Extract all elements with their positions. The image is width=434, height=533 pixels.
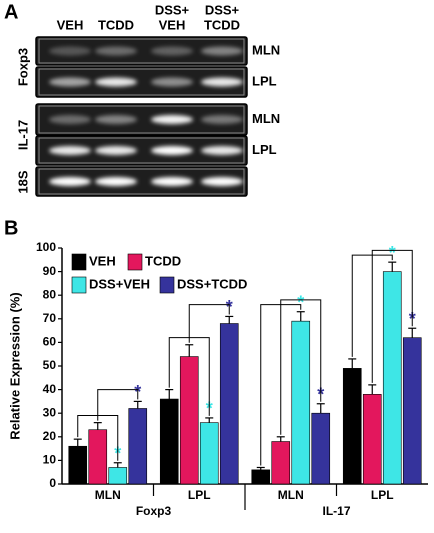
y-axis-label: Relative Expression (%): [7, 292, 22, 439]
legend-label: DSS+TCDD: [177, 276, 247, 291]
y-tick-label: 60: [43, 335, 57, 349]
x-tick-label: MLN: [278, 488, 304, 502]
y-tick-label: 90: [43, 264, 57, 278]
gel-band: [201, 46, 243, 56]
gel-band: [201, 115, 243, 124]
significance-mark: *: [297, 292, 304, 312]
bar: [402, 337, 422, 485]
bracket: [97, 389, 139, 421]
bar: [311, 412, 331, 485]
gene-label: 18S: [15, 170, 30, 193]
gene-label: IL-17: [15, 120, 30, 150]
gel-box: [35, 135, 248, 166]
gel-band: [49, 146, 91, 155]
legend-label: DSS+VEH: [89, 276, 150, 291]
panel-label: B: [4, 217, 18, 239]
gel-band: [49, 177, 91, 186]
gel-band: [49, 115, 91, 124]
bar: [88, 429, 108, 485]
gel-band: [201, 177, 243, 186]
bracket: [371, 249, 413, 383]
y-tick-label: 10: [43, 453, 57, 467]
bar: [68, 445, 88, 485]
legend-swatch: [159, 276, 175, 294]
gel-box: [35, 36, 248, 66]
column-label: DSS+: [205, 2, 240, 17]
gene-label: Foxp3: [15, 48, 30, 86]
column-label: DSS+: [155, 2, 190, 17]
group-label: IL-17: [322, 504, 350, 518]
gel-band: [201, 146, 243, 155]
bar: [382, 271, 402, 485]
legend-swatch: [127, 253, 143, 271]
significance-mark: *: [389, 243, 396, 263]
gel-box: [35, 103, 248, 136]
column-label: VEH: [57, 17, 84, 32]
bracket: [280, 299, 322, 435]
tissue-label: LPL: [252, 73, 277, 88]
gel-band: [95, 77, 137, 87]
legend-swatch: [71, 276, 87, 294]
tissue-label: MLN: [252, 111, 280, 126]
y-tick-label: 30: [43, 405, 57, 419]
x-tick-label: MLN: [95, 488, 121, 502]
gel-box: [35, 166, 248, 197]
gel-band: [151, 46, 193, 56]
bar: [199, 422, 219, 485]
gel-inner: [38, 137, 245, 164]
legend-label: TCDD: [145, 253, 181, 268]
y-tick-label: 40: [43, 382, 57, 396]
gel-band: [95, 146, 137, 155]
panel-label: A: [4, 1, 18, 23]
x-tick-label: LPL: [188, 488, 211, 502]
bar: [291, 320, 311, 485]
gel-band: [151, 77, 193, 87]
gel-band: [95, 115, 137, 124]
column-label: VEH: [159, 17, 186, 32]
column-label: TCDD: [98, 17, 134, 32]
gel-inner: [38, 38, 245, 64]
gel-band: [151, 115, 193, 124]
y-tick-label: 80: [43, 287, 57, 301]
y-tick-label: 20: [43, 429, 57, 443]
gel-panel: [35, 36, 248, 197]
gel-inner: [38, 168, 245, 195]
bar: [219, 323, 239, 485]
bar: [362, 394, 382, 485]
bar: [342, 368, 362, 485]
column-label: TCDD: [204, 17, 240, 32]
gel-band: [201, 77, 243, 87]
gel-band: [151, 177, 193, 186]
legend-label: VEH: [89, 253, 116, 268]
bracket: [188, 304, 230, 343]
y-tick-label: 70: [43, 311, 57, 325]
legend-swatch: [71, 253, 87, 271]
bar: [159, 398, 179, 485]
y-tick-label: 50: [43, 358, 57, 372]
group-label: Foxp3: [136, 504, 172, 518]
y-tick-label: 0: [49, 476, 56, 490]
bar: [251, 469, 271, 485]
tissue-label: MLN: [252, 42, 280, 57]
x-tick-label: LPL: [371, 488, 394, 502]
y-tick-label: 100: [36, 240, 56, 254]
bar: [128, 408, 148, 485]
gel-band: [49, 46, 91, 56]
bar: [271, 441, 291, 485]
gel-band: [95, 46, 137, 56]
gel-box: [35, 66, 248, 98]
gel-band: [151, 146, 193, 155]
gel-inner: [38, 105, 245, 134]
bar: [179, 356, 199, 485]
gel-inner: [38, 68, 245, 96]
tissue-label: LPL: [252, 142, 277, 157]
gel-band: [49, 77, 91, 87]
gel-band: [95, 177, 137, 186]
bar: [108, 467, 128, 485]
